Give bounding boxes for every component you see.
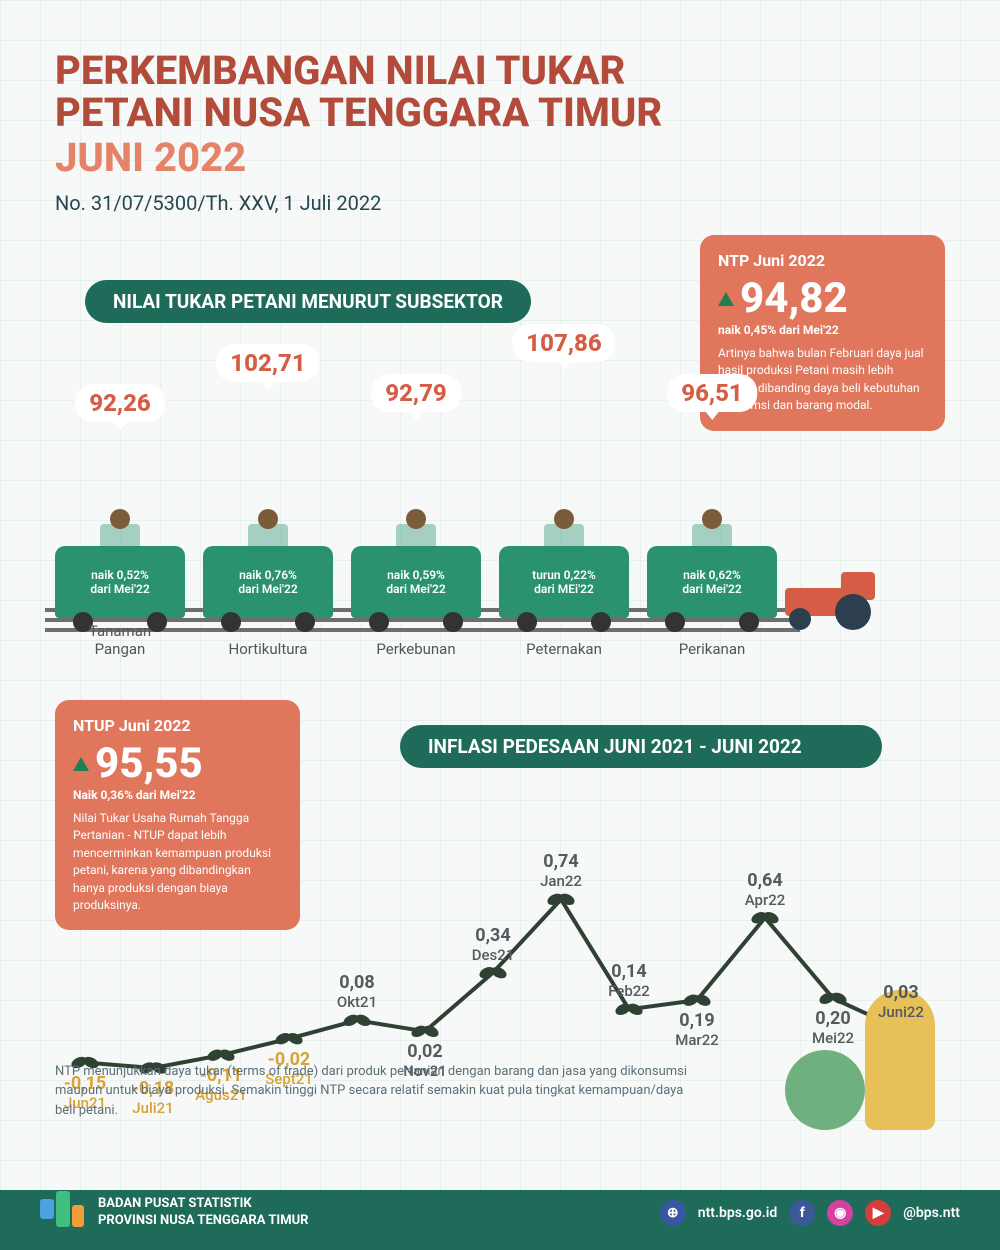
subsector-label: Hortikultura <box>203 640 333 658</box>
up-triangle-icon <box>73 757 89 771</box>
facebook-icon: f <box>789 1200 815 1226</box>
subsector-train: 92,26 naik 0,52% dari Mei'22 TanamanPang… <box>55 390 885 670</box>
globe-icon: ⊕ <box>660 1200 686 1226</box>
bps-logo-icon <box>40 1191 84 1235</box>
subsector-change-line1: naik 0,76% <box>239 568 297 582</box>
subsector-cart: 92,26 naik 0,52% dari Mei'22 TanamanPang… <box>55 494 185 618</box>
ntp-value: 94,82 <box>740 274 848 323</box>
subsector-value-bubble: 96,51 <box>667 374 757 412</box>
social-handle: @bps.ntt <box>903 1205 960 1221</box>
infographic-page: PERKEMBANGAN NILAI TUKAR PETANI NUSA TEN… <box>0 0 1000 1250</box>
subsector-change-line2: dari Mei'22 <box>682 582 741 596</box>
subsector-change-line2: dari Mei'22 <box>238 582 297 596</box>
main-title: PERKEMBANGAN NILAI TUKAR PETANI NUSA TEN… <box>55 50 945 215</box>
title-line-2: PETANI NUSA TENGGARA TIMUR <box>55 92 945 134</box>
subsector-value-bubble: 102,71 <box>216 344 319 382</box>
subsector-change-line1: naik 0,52% <box>91 568 149 582</box>
inflation-point-label: 0,34Des21 <box>472 925 515 964</box>
org-name: BADAN PUSAT STATISTIK PROVINSI NUSA TENG… <box>98 1196 309 1230</box>
subsector-cart-body: naik 0,52% dari Mei'22 <box>55 546 185 618</box>
subsector-illustration <box>351 494 481 554</box>
subsector-change-line2: dari Mei'22 <box>90 582 149 596</box>
subsector-cart-body: naik 0,59% dari Mei'22 <box>351 546 481 618</box>
ntup-title: NTUP Juni 2022 <box>73 716 282 735</box>
subsector-label: Perkebunan <box>351 640 481 658</box>
subsector-section-title: NILAI TUKAR PETANI MENURUT SUBSEKTOR <box>85 280 531 323</box>
subsector-cart-body: turun 0,22% dari MEi'22 <box>499 546 629 618</box>
inflation-point-label: 0,14Feb22 <box>608 961 650 1000</box>
footer-bar: BADAN PUSAT STATISTIK PROVINSI NUSA TENG… <box>0 1175 1000 1250</box>
up-triangle-icon <box>718 292 734 306</box>
subsector-change-line1: naik 0,62% <box>683 568 741 582</box>
tractor-icon <box>785 560 885 630</box>
inflation-line-chart: -0,15Jun21-0,18Juli21-0,11Agus21-0,02Sep… <box>55 780 945 1110</box>
ntp-title: NTP Juni 2022 <box>718 251 927 270</box>
inflation-point-label: 0,03Juni22 <box>878 982 924 1021</box>
instagram-icon: ◉ <box>827 1200 853 1226</box>
social-links: ⊕ ntt.bps.go.id f ◉ ▶ @bps.ntt <box>660 1200 960 1226</box>
subsector-illustration <box>499 494 629 554</box>
content-area: PERKEMBANGAN NILAI TUKAR PETANI NUSA TEN… <box>0 0 1000 1250</box>
inflation-point-label: 0,64Apr22 <box>745 870 786 909</box>
subsector-illustration <box>55 494 185 554</box>
subsector-cart: 96,51 naik 0,62% dari Mei'22 Perikanan <box>647 494 777 618</box>
subsector-value-bubble: 92,26 <box>75 384 165 422</box>
subsector-change-line2: dari MEi'22 <box>534 582 594 596</box>
subsector-cart: 107,86 turun 0,22% dari MEi'22 Peternaka… <box>499 494 629 618</box>
inflation-point-label: 0,19Mar22 <box>675 1010 719 1049</box>
subsector-cart: 102,71 naik 0,76% dari Mei'22 Hortikultu… <box>203 494 333 618</box>
inflation-point-label: 0,74Jan22 <box>540 851 582 890</box>
subsector-label: Peternakan <box>499 640 629 658</box>
footnote-text: NTP menunjukkan daya tukar (terms of tra… <box>55 1062 695 1121</box>
subsector-cart-body: naik 0,76% dari Mei'22 <box>203 546 333 618</box>
subsector-change-line1: naik 0,59% <box>387 568 445 582</box>
inflation-point-label: 0,08Okt21 <box>337 972 377 1011</box>
website-url: ntt.bps.go.id <box>698 1205 778 1221</box>
org-line-1: BADAN PUSAT STATISTIK <box>98 1196 309 1213</box>
subsector-change-line1: turun 0,22% <box>532 568 596 582</box>
org-line-2: PROVINSI NUSA TENGGARA TIMUR <box>98 1213 309 1230</box>
subsector-cart-body: naik 0,62% dari Mei'22 <box>647 546 777 618</box>
subsector-value-bubble: 92,79 <box>371 374 461 412</box>
subsector-cart: 92,79 naik 0,59% dari Mei'22 Perkebunan <box>351 494 481 618</box>
subsector-value-bubble: 107,86 <box>512 324 615 362</box>
subsector-illustration <box>203 494 333 554</box>
subsector-illustration <box>647 494 777 554</box>
title-month: JUNI 2022 <box>55 134 945 181</box>
inflation-section-title: INFLASI PEDESAAN JUNI 2021 - JUNI 2022 <box>400 725 882 768</box>
subsector-label: TanamanPangan <box>55 622 185 658</box>
inflation-point-label: 0,20Mei22 <box>812 1008 854 1047</box>
title-line-1: PERKEMBANGAN NILAI TUKAR <box>55 50 945 92</box>
subsector-label: Perikanan <box>647 640 777 658</box>
youtube-icon: ▶ <box>865 1200 891 1226</box>
subsector-change-line2: dari Mei'22 <box>386 582 445 596</box>
ntp-change: naik 0,45% dari Mei'22 <box>718 323 927 337</box>
reference-number: No. 31/07/5300/Th. XXV, 1 Juli 2022 <box>55 191 945 215</box>
